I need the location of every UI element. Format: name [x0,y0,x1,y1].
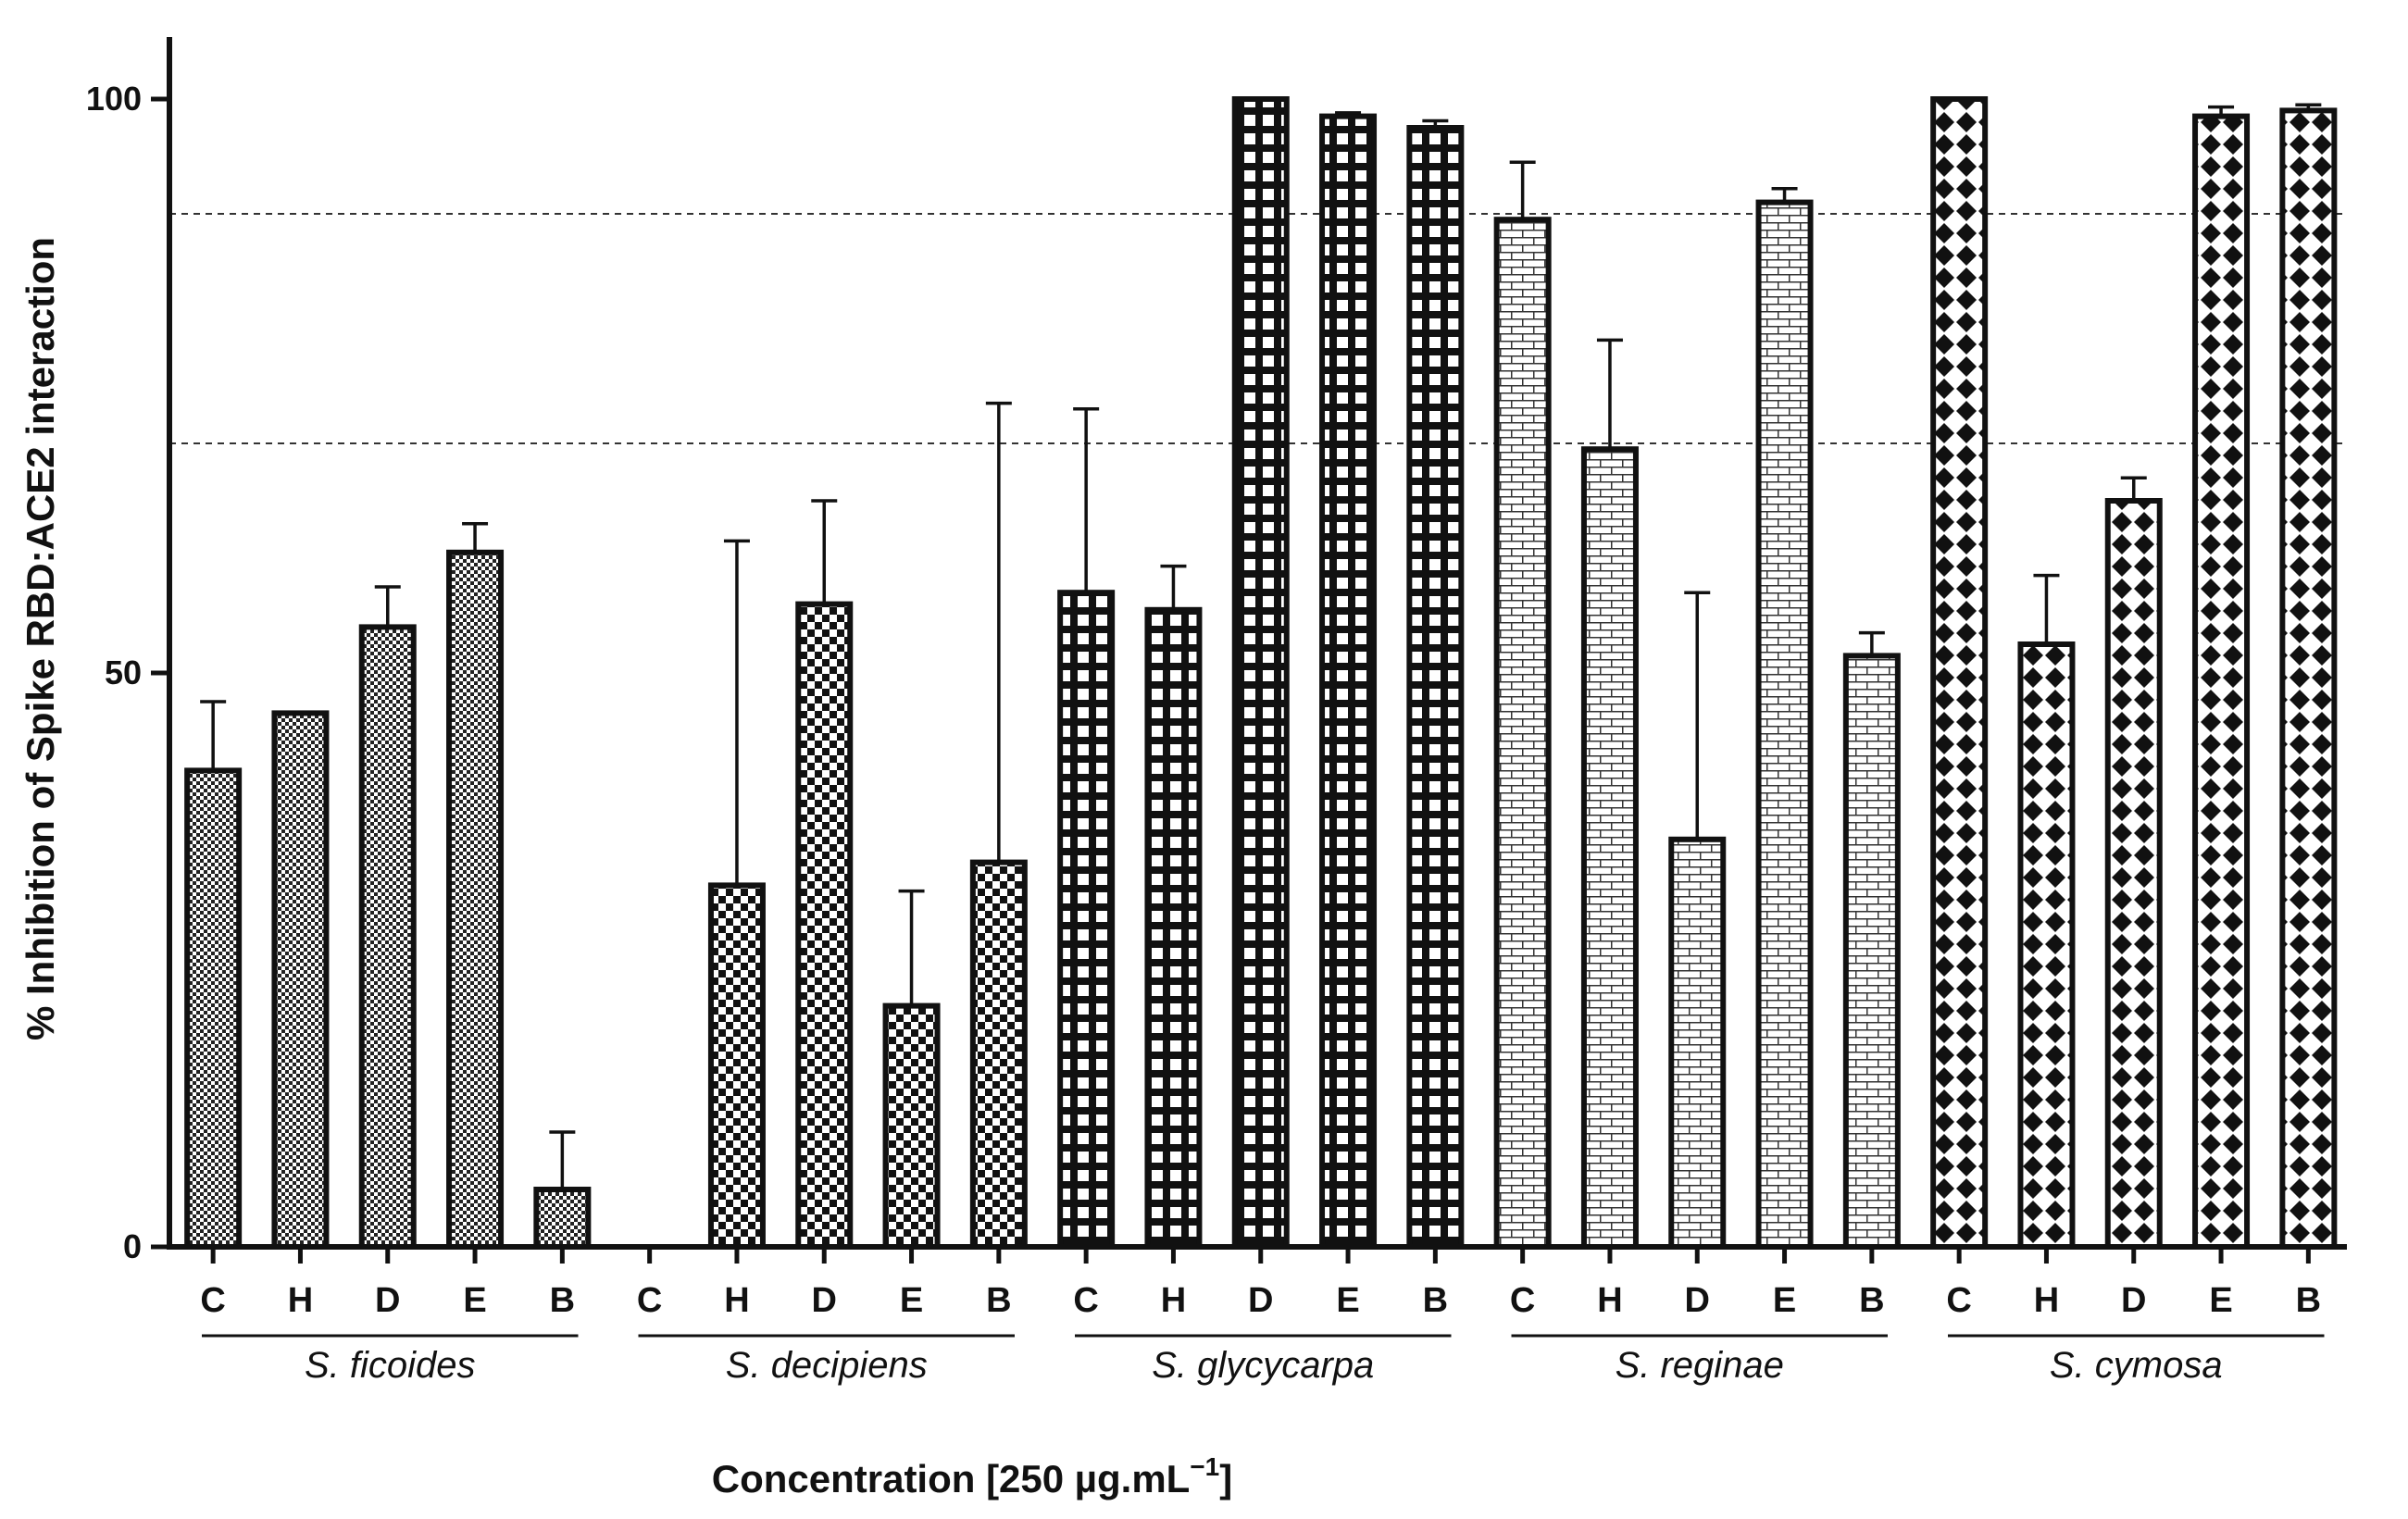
category-label: D [1248,1281,1273,1320]
bar [2279,107,2338,1250]
group-label: S. glycycarpa [1152,1345,1374,1386]
bar [533,1187,592,1250]
bar [1493,217,1552,1251]
category-label: D [375,1281,400,1320]
category-label: H [724,1281,749,1320]
bar [358,624,417,1250]
bar [446,549,505,1250]
category-label: B [986,1281,1011,1320]
bar [1319,113,1378,1251]
bar [1842,653,1901,1250]
category-label: C [1073,1281,1098,1320]
x-axis-title-main: Concentration [250 µg.mL [712,1457,1191,1500]
group-label: S. reginae [1616,1345,1784,1386]
bar [1668,836,1727,1250]
bar [795,601,854,1250]
plot-area: C H D E B S. ficoides C H D E B S. decipiens C H D E B S.… [86,37,2347,1386]
bar [2104,498,2163,1250]
bar [1406,125,1465,1250]
category-label: C [200,1281,225,1320]
x-axis-title: Concentration [250 µg.mL−1] [712,1452,1233,1500]
category-label: D [812,1281,837,1320]
category-label: H [288,1281,313,1320]
bar [1057,590,1116,1250]
bar [1231,96,1290,1250]
category-label: H [1161,1281,1186,1320]
x-axis-title-end: ] [1219,1457,1232,1500]
bar [1580,446,1639,1250]
y-tick-label: 100 [86,80,142,118]
category-label: C [637,1281,662,1320]
category-label: E [1773,1281,1796,1320]
bar [707,882,766,1251]
bar [2192,113,2251,1251]
category-label: C [1510,1281,1535,1320]
category-label: B [550,1281,575,1320]
category-label: B [2296,1281,2321,1320]
category-label: H [2034,1281,2059,1320]
x-axis-title-superscript: −1 [1190,1452,1219,1481]
group-label: S. ficoides [305,1345,476,1386]
y-tick-label: 50 [105,654,142,691]
category-label: E [463,1281,486,1320]
category-label: E [900,1281,923,1320]
bar [1930,96,1989,1250]
category-label: B [1423,1281,1448,1320]
category-label: D [2121,1281,2146,1320]
bar [2017,641,2076,1250]
bar [969,859,1028,1250]
bar [271,710,330,1250]
group-label: S. cymosa [2050,1345,2223,1386]
y-tick-label: 0 [123,1227,142,1265]
bar [1755,199,1814,1251]
bar [184,767,243,1250]
y-axis-title: % Inhibition of Spike RBD:ACE2 interacti… [19,237,62,1040]
category-label: H [1597,1281,1622,1320]
category-label: D [1685,1281,1710,1320]
category-label: E [1336,1281,1359,1320]
group-label: S. decipiens [726,1345,928,1386]
category-label: B [1859,1281,1884,1320]
bar [1144,606,1203,1250]
category-label: E [2209,1281,2232,1320]
category-label: C [1946,1281,1971,1320]
bar [882,1002,941,1250]
